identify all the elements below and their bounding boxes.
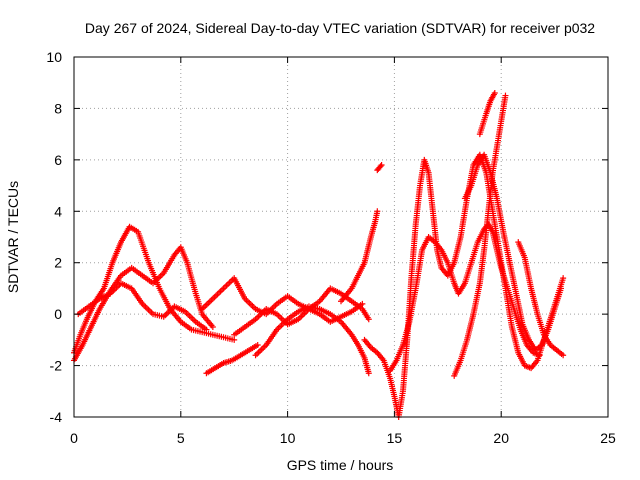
x-tick-label: 20 (493, 430, 509, 446)
data-point-marker (560, 352, 567, 359)
x-tick-label: 5 (177, 430, 185, 446)
data-point-marker (502, 92, 509, 99)
data-point-marker (374, 208, 381, 215)
series-track-8 (338, 208, 381, 305)
y-tick-label: 4 (54, 203, 62, 219)
x-tick-label: 10 (280, 430, 296, 446)
data-point-marker (231, 336, 238, 343)
data-point-marker (254, 342, 261, 348)
y-axis-ticks: -4 -2 0 2 4 6 8 10 (46, 49, 608, 425)
series-track-13 (461, 151, 565, 354)
data-point-marker (377, 163, 384, 170)
series-track-3 (75, 280, 210, 333)
grid (74, 57, 608, 417)
y-tick-label: 8 (54, 100, 62, 116)
y-axis-label: SDTVAR / TECUs (5, 181, 21, 293)
y-tick-label: 0 (54, 306, 62, 322)
series-track-6 (231, 300, 366, 338)
y-tick-label: -4 (50, 409, 63, 425)
series-track-15 (476, 90, 498, 138)
data-point-marker (365, 316, 372, 323)
data-points (71, 90, 567, 420)
series-track-9 (374, 162, 385, 174)
x-tick-label: 0 (70, 430, 78, 446)
plot-frame (73, 56, 609, 418)
series-track-14 (515, 239, 567, 359)
x-axis-ticks: 0 5 10 15 20 25 (70, 57, 616, 446)
y-tick-label: -2 (50, 358, 63, 374)
y-tick-label: 2 (54, 255, 62, 271)
x-tick-label: 25 (600, 430, 616, 446)
data-point-marker (359, 300, 366, 307)
data-point-marker (491, 90, 498, 96)
data-point-marker (209, 324, 216, 330)
data-point-marker (365, 370, 372, 377)
data-point-marker (536, 352, 543, 359)
series-track-12 (451, 92, 509, 379)
chart-title: Day 267 of 2024, Sidereal Day-to-day VTE… (85, 20, 595, 36)
data-point-marker (378, 162, 385, 168)
x-tick-label: 15 (387, 430, 403, 446)
y-tick-label: 6 (54, 152, 62, 168)
series-track-7 (252, 303, 372, 377)
data-point-marker (203, 326, 210, 333)
y-tick-label: 10 (46, 49, 62, 65)
x-axis-label: GPS time / hours (287, 457, 394, 473)
series-track-4 (203, 342, 261, 377)
series-track-1 (71, 223, 238, 356)
data-point-marker (560, 275, 567, 282)
series-track-11 (387, 221, 543, 374)
data-point-marker (558, 285, 565, 292)
